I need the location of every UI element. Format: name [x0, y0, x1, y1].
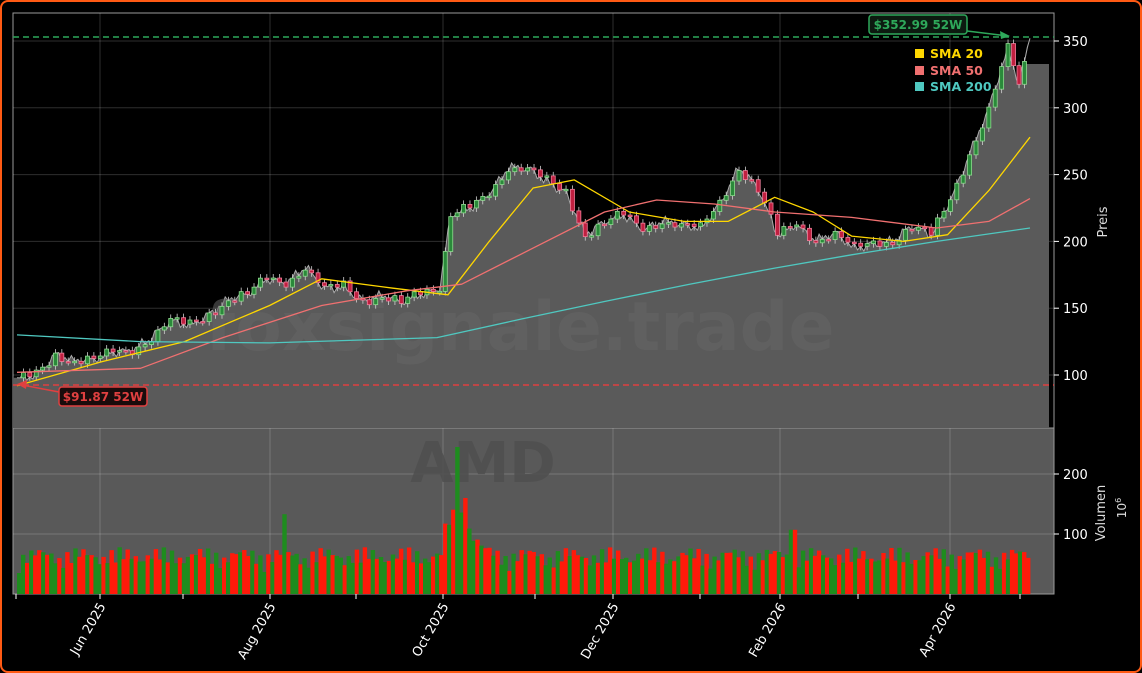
volume-unit-label: 106 — [1114, 498, 1129, 518]
low-52w-annotation: $91.87 52W — [17, 380, 148, 407]
x-tick-label: Jun 2025 — [67, 601, 109, 659]
volume-bars — [17, 447, 1031, 594]
watermark-text: foxsignale.trade — [206, 288, 835, 367]
x-tick-label: Dec 2025 — [578, 601, 622, 663]
legend-swatch-sma20 — [915, 49, 924, 58]
high-52w-annotation: $352.99 52W — [868, 14, 1010, 39]
price-tick-label: 200 — [1063, 235, 1088, 250]
x-tick-label: Aug 2025 — [235, 601, 279, 663]
price-axis-label: Preis — [1096, 206, 1111, 237]
low-52w-label: $91.87 52W — [63, 390, 143, 404]
price-tick-label: 150 — [1063, 302, 1088, 317]
legend-swatch-sma50 — [915, 66, 924, 75]
x-tick-label: Oct 2025 — [410, 601, 453, 660]
arrow-icon — [1000, 31, 1010, 39]
x-axis: Jun 2025 Aug 2025 Oct 2025 Dec 2025 Feb 2026… — [15, 594, 1021, 663]
legend-label-sma20: SMA 20 — [930, 46, 983, 61]
legend: SMA 20 SMA 50 SMA 200 — [915, 46, 992, 94]
volume-tick-label: 200 — [1063, 468, 1088, 483]
moving-averages — [16, 136, 1031, 387]
x-tick-label: Feb 2026 — [746, 601, 789, 661]
volume-axis-label: Volumen — [1094, 485, 1109, 542]
price-tick-label: 250 — [1063, 169, 1088, 184]
price-y-axis: 100 150 200 250 300 350 — [1054, 35, 1088, 384]
high-52w-label: $352.99 52W — [874, 18, 963, 32]
price-area-fill — [13, 38, 1049, 429]
price-tick-label: 100 — [1063, 369, 1088, 384]
ticker-watermark: AMD — [410, 431, 556, 496]
legend-label-sma200: SMA 200 — [930, 79, 992, 94]
legend-swatch-sma200 — [915, 82, 924, 91]
price-tick-label: 300 — [1063, 102, 1088, 117]
volume-tick-label: 100 — [1063, 528, 1088, 543]
volume-y-axis: 100 200 — [1054, 468, 1088, 543]
legend-label-sma50: SMA 50 — [930, 63, 983, 78]
arrow-icon — [17, 380, 27, 389]
price-tick-label: 350 — [1063, 35, 1088, 50]
x-tick-label: Apr 2026 — [917, 601, 960, 660]
